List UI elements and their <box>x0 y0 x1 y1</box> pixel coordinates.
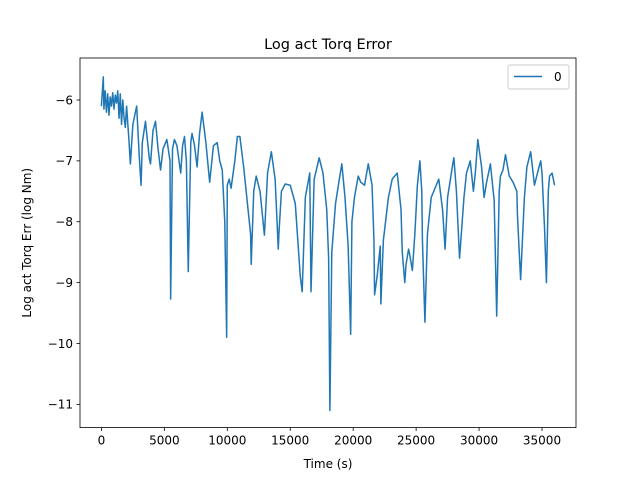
x-tick-label: 35000 <box>523 434 561 448</box>
plot-area: 0 5000 10000 15000 20000 25000 30000 35000 −11−… <box>48 57 577 448</box>
y-tick-label: −9 <box>55 276 73 290</box>
x-tick-label: 25000 <box>397 434 435 448</box>
x-axis-ticks: 0 5000 10000 15000 20000 25000 30000 35000 <box>98 427 561 448</box>
y-tick-label: −8 <box>55 215 73 229</box>
legend-label: 0 <box>554 70 562 84</box>
y-tick-label: −6 <box>55 93 73 107</box>
x-tick-label: 30000 <box>460 434 498 448</box>
x-tick-label: 20000 <box>334 434 372 448</box>
y-tick-label: −7 <box>55 154 73 168</box>
chart-title: Log act Torq Error <box>264 37 392 53</box>
x-tick-label: 10000 <box>208 434 246 448</box>
y-tick-label: −10 <box>48 337 73 351</box>
legend: 0 <box>507 64 570 90</box>
x-tick-label: 0 <box>98 434 106 448</box>
x-tick-label: 15000 <box>271 434 309 448</box>
x-tick-label: 5000 <box>149 434 180 448</box>
y-tick-label: −11 <box>48 398 73 412</box>
axes-frame <box>79 57 577 428</box>
y-axis-ticks: −11 −10 −9 −8 −7 −6 <box>48 93 80 412</box>
x-axis-label: Time (s) <box>303 457 353 471</box>
series-line-0 <box>100 76 556 412</box>
y-axis-label: Log act Torq Err (log Nm) <box>20 168 34 318</box>
series-layer <box>100 76 556 412</box>
